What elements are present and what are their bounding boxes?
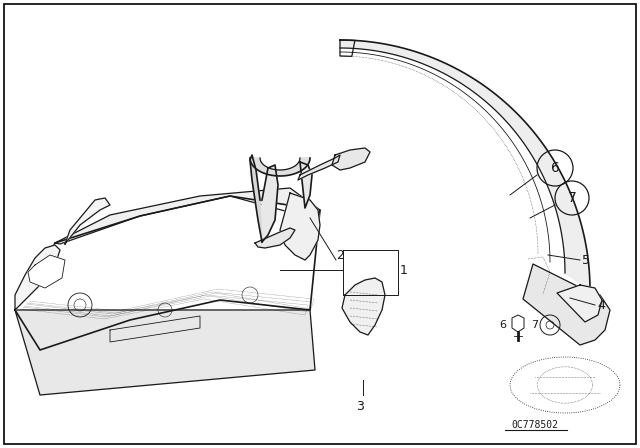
Polygon shape — [280, 193, 320, 260]
Text: 0C778502: 0C778502 — [511, 420, 559, 430]
Polygon shape — [55, 188, 320, 244]
Polygon shape — [28, 255, 65, 288]
Polygon shape — [340, 40, 590, 290]
Text: 6: 6 — [499, 320, 506, 330]
Polygon shape — [300, 162, 312, 208]
Text: 1: 1 — [400, 263, 408, 276]
Polygon shape — [15, 310, 315, 395]
Polygon shape — [342, 278, 385, 335]
Polygon shape — [298, 155, 340, 180]
Text: 5: 5 — [582, 254, 590, 267]
Text: 7: 7 — [568, 191, 577, 205]
Polygon shape — [262, 165, 278, 242]
Polygon shape — [523, 264, 610, 345]
Polygon shape — [557, 285, 602, 322]
Polygon shape — [15, 196, 320, 350]
Text: 2: 2 — [336, 249, 344, 262]
Text: 6: 6 — [550, 161, 559, 175]
Polygon shape — [250, 155, 262, 242]
Polygon shape — [332, 148, 370, 170]
Text: 4: 4 — [597, 298, 605, 311]
Polygon shape — [255, 228, 295, 248]
Text: 7: 7 — [531, 320, 539, 330]
Polygon shape — [250, 158, 310, 176]
Polygon shape — [15, 245, 60, 310]
Text: 3: 3 — [356, 400, 364, 413]
Polygon shape — [65, 198, 110, 244]
